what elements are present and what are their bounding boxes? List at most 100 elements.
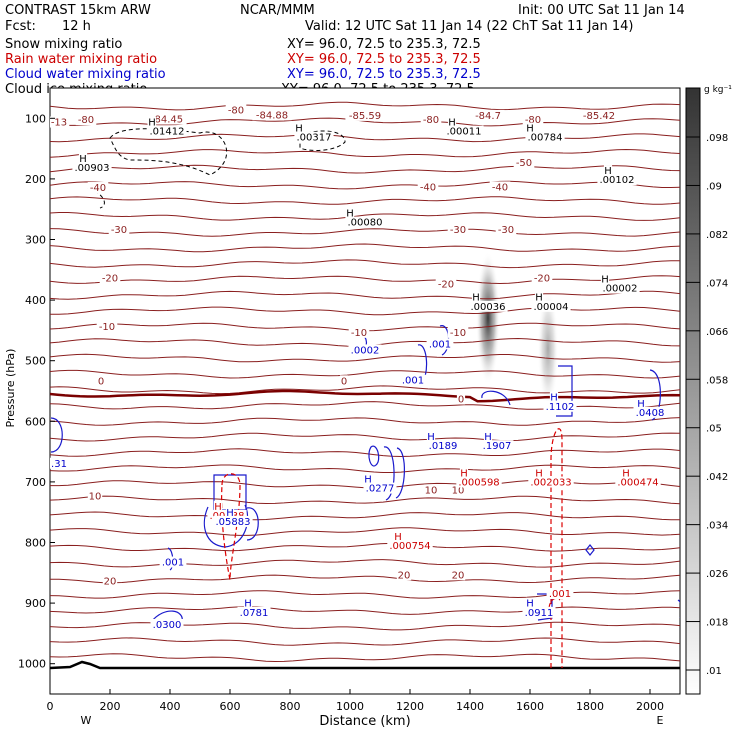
cloud-water-label: H	[364, 475, 372, 486]
cloud-water-label: .1102	[546, 402, 575, 413]
cloud-water-contour	[383, 446, 395, 501]
snow-shading-blob	[537, 287, 559, 410]
isotherm-line	[50, 606, 680, 615]
rain-label: H	[460, 468, 468, 479]
cloud-water-label: H	[526, 599, 534, 610]
cloud-water-label-bg	[543, 400, 577, 412]
temperature-label-bg	[417, 181, 439, 193]
cloud-water-label-bg	[348, 344, 382, 356]
snow-label: .00002	[603, 284, 638, 295]
snow-label-bg	[78, 152, 88, 164]
temperature-label: 0	[458, 395, 464, 406]
cloud-water-label-bg	[50, 457, 70, 469]
temperature-label-bg	[513, 157, 535, 169]
snow-label: .00036	[471, 302, 506, 313]
temperature-label-bg	[87, 182, 109, 194]
temperature-label-bg	[489, 181, 511, 193]
temperature-label: -30	[450, 225, 466, 236]
snow-label: H	[526, 124, 534, 135]
y-axis: 100 200 300 400 500 600 700 800 900 1000	[18, 112, 55, 671]
cloud-water-label: .0781	[240, 608, 269, 619]
cloud-water-label: .0189	[429, 441, 458, 452]
snow-label: H	[148, 118, 156, 129]
snow-label-bg	[444, 125, 484, 137]
snow-label-bg	[531, 300, 571, 312]
rain-label: H	[535, 468, 543, 479]
temperature-label: -40	[90, 183, 106, 194]
isotherm-line	[50, 559, 680, 568]
cloud-water-contour	[50, 417, 63, 453]
x-tick-label: 0	[47, 700, 54, 713]
snow-label: .00903	[75, 163, 110, 174]
snow-label-bg	[597, 174, 637, 186]
temperature-label: -40	[420, 182, 436, 193]
temperature-label-bg	[423, 484, 439, 496]
rain-contours	[221, 428, 563, 668]
temperature-label: 10	[452, 485, 465, 496]
isotherm-line	[50, 432, 680, 442]
cloud-water-label-bg	[480, 440, 514, 452]
x-tick-label: 600	[220, 700, 241, 713]
snow-label: .01412	[150, 127, 185, 138]
temperature-label: 20	[104, 576, 117, 587]
isotherm-line	[50, 101, 680, 111]
temperature-label: -20	[102, 273, 118, 284]
cloud-water-label: H	[244, 599, 252, 610]
snow-label-bg	[468, 300, 508, 312]
temperature-label: 20	[452, 570, 465, 581]
cloud-water-label-bg	[159, 556, 187, 568]
isotherm-line	[50, 275, 680, 285]
cloud-water-label: .001	[429, 339, 451, 350]
temperature-label-bg	[50, 116, 70, 128]
colorbar-tick-label: .09	[706, 181, 722, 192]
rain-label: H	[394, 532, 402, 543]
temperature-label: -20	[438, 279, 454, 290]
temperature-label: -84.88	[256, 110, 288, 121]
x-tick-label: 1400	[456, 700, 484, 713]
cloud-water-label-bg	[237, 606, 271, 618]
cloud-water-label: .001	[402, 376, 424, 387]
east-label: E	[657, 714, 664, 727]
temperature-label-bg	[339, 375, 349, 387]
rain-label-bg	[546, 588, 574, 600]
x-axis-title: Distance (km)	[319, 714, 410, 729]
snow-label-bg	[447, 116, 457, 128]
cloud-water-label-bg	[243, 597, 253, 609]
snow-label: H	[472, 293, 480, 304]
cloud-water-label: .31	[51, 459, 67, 470]
temperature-label-bg	[579, 109, 619, 121]
snow-label-bg	[72, 162, 112, 174]
isotherm-line	[50, 448, 680, 458]
y-tick-label: 1000	[18, 658, 46, 671]
rain-label: .000598	[458, 478, 499, 489]
rain-label: .000754	[389, 541, 430, 552]
colorbar-tick-label: .066	[706, 327, 728, 338]
temperature-label: -80	[228, 105, 244, 116]
rain-contour	[550, 428, 563, 668]
west-label: W	[81, 714, 92, 727]
snow-label-bg	[525, 122, 535, 134]
snow-label-bg	[147, 125, 187, 137]
colorbar-tick-label: .042	[706, 472, 728, 483]
snow-label-bg	[603, 165, 613, 177]
colorbar-unit: g kg⁻¹	[704, 85, 732, 95]
cloud-water-label: .0911	[525, 608, 554, 619]
cloud-water-contour	[585, 544, 595, 556]
isotherm-line	[50, 290, 680, 300]
cloud-water-label: H	[550, 393, 558, 404]
cloud-water-label-bg	[633, 406, 667, 418]
snow-label: .00317	[297, 133, 332, 144]
x-tick-label: 1800	[576, 700, 604, 713]
temperature-label-bg	[252, 109, 292, 121]
contour-labels: -80 -80 -80 -80 -84.45 -84.88 -85.59 -84.7 -85.4…	[50, 104, 667, 631]
isotherm-lines	[50, 101, 680, 663]
legend-cloud-water-xy: XY= 96.0, 72.5 to 235.3, 72.5	[287, 67, 481, 82]
x-tick-label: 1000	[336, 700, 364, 713]
temperature-label-bg	[345, 109, 385, 121]
snow-label-bg	[600, 282, 640, 294]
snow-label-bg	[345, 216, 385, 228]
temperature-label: 0	[341, 376, 347, 387]
temperature-label-bg	[435, 278, 457, 290]
y-tick-label: 400	[25, 294, 46, 307]
